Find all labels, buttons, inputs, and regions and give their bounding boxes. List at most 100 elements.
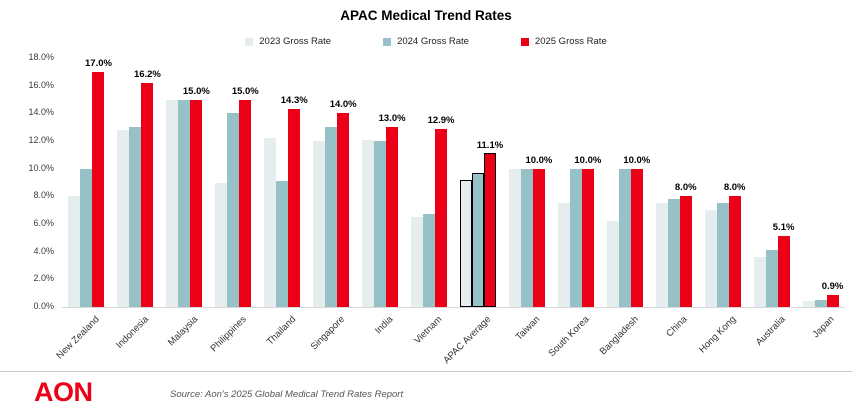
bar-2024-singapore [325, 127, 338, 307]
bar-2024-indonesia [129, 127, 142, 307]
bar-group-vietnam: 12.9% [405, 58, 455, 307]
bar-2025-malaysia: 15.0% [183, 86, 210, 307]
y-tick-label: 8.0% [33, 190, 54, 201]
x-label-bangladesh: Bangladesh [597, 314, 641, 358]
bar-2023-new-zealand [68, 196, 81, 307]
bar-group-australia: 5.1% [747, 58, 796, 307]
x-label-new-zealand: New Zealand [54, 314, 103, 362]
data-label-new-zealand: 17.0% [85, 57, 112, 69]
x-axis-labels: New Zealand Indonesia Malaysia Philippines T… [55, 308, 845, 370]
bar-2025-apac-average: 11.1% [477, 140, 503, 307]
aon-logo: AON [34, 377, 93, 407]
bar-2023-china [655, 203, 668, 307]
bar-2024-south-korea [569, 168, 582, 307]
x-label-india: India [373, 314, 396, 337]
data-label-bangladesh: 10.0% [623, 154, 651, 166]
bar-2023-south-korea [557, 203, 570, 307]
bar-group-indonesia: 16.2% [111, 58, 161, 307]
x-label-japan: Japan [810, 314, 837, 341]
y-tick-label: 6.0% [33, 218, 54, 228]
data-label-south-korea: 10.0% [574, 154, 602, 166]
x-label-australia: Australia [753, 314, 788, 348]
bar-2024-india [374, 141, 387, 307]
data-label-singapore: 14.0% [329, 99, 357, 111]
bar-2025-philippines: 15.0% [232, 86, 259, 307]
bar-2023-taiwan [508, 168, 521, 307]
data-label-apac-average: 11.1% [476, 140, 504, 152]
bar-2024-hong-kong [716, 203, 729, 307]
legend-swatch-icon [245, 37, 254, 46]
x-label-taiwan: Taiwan [513, 314, 543, 343]
bar-group-singapore: 14.0% [307, 58, 357, 307]
bar-group-new-zealand: 17.0% [62, 58, 112, 307]
data-label-thailand: 14.3% [280, 95, 308, 107]
bar-2025-new-zealand: 17.0% [85, 58, 112, 307]
x-label-thailand: Thailand [264, 314, 298, 348]
bar-2024-australia [765, 250, 778, 307]
data-label-china: 8.0% [674, 182, 697, 194]
bar-2023-thailand [264, 138, 277, 307]
data-label-vietnam: 12.9% [427, 114, 455, 126]
y-axis: 0.0% 2.0% 4.0% 6.0% 8.0% 10.0% 12.0% 14.0% 16.0%… [0, 53, 54, 311]
data-label-indonesia: 16.2% [133, 68, 161, 80]
x-label-singapore: Singapore [308, 314, 347, 353]
bar-2024-vietnam [423, 214, 436, 307]
bar-2025-singapore: 14.0% [330, 99, 357, 307]
y-tick-label: 2.0% [33, 273, 54, 284]
bar-group-south-korea: 10.0% [551, 58, 601, 307]
bar-2023-india [362, 139, 375, 307]
x-label-indonesia: Indonesia [114, 314, 152, 351]
data-label-taiwan: 10.0% [525, 154, 553, 166]
bar-group-apac-average: 11.1% [454, 58, 503, 307]
x-label-vietnam: Vietnam [412, 314, 445, 347]
bar-2024-thailand [276, 181, 289, 307]
bar-group-japan: 0.9% [796, 58, 845, 307]
source-text: Source: Aon's 2025 Global Medical Trend … [170, 389, 404, 400]
bar-2025-south-korea: 10.0% [574, 155, 601, 307]
bar-2023-indonesia [117, 129, 130, 307]
y-tick-label: 18.0% [28, 52, 54, 62]
bar-2025-hong-kong: 8.0% [724, 182, 745, 307]
bar-2024-apac-average [471, 172, 484, 307]
data-label-malaysia: 15.0% [182, 85, 210, 97]
legend-swatch-icon [520, 37, 529, 46]
bar-group-india: 13.0% [356, 58, 406, 307]
bar-group-bangladesh: 10.0% [600, 58, 651, 307]
bar-2025-thailand: 14.3% [281, 95, 308, 307]
bar-2024-china [667, 199, 680, 307]
bar-2023-apac-average [459, 179, 472, 307]
data-label-australia: 5.1% [772, 222, 795, 234]
bar-2023-malaysia [166, 99, 179, 307]
bar-2025-china: 8.0% [675, 182, 697, 307]
bar-2023-singapore [313, 141, 326, 307]
legend-swatch-icon [383, 37, 392, 46]
bar-2024-new-zealand [80, 168, 93, 307]
legend-label: 2024 Gross Rate [397, 36, 469, 47]
bar-2025-indonesia: 16.2% [134, 69, 161, 307]
data-label-philippines: 15.0% [231, 85, 259, 97]
bar-group-thailand: 14.3% [258, 58, 308, 307]
y-tick-label: 10.0% [28, 162, 54, 173]
x-label-hong-kong: Hong Kong [697, 314, 739, 356]
footer-divider [0, 371, 852, 372]
legend-label: 2025 Gross Rate [534, 36, 607, 47]
bar-group-taiwan: 10.0% [502, 58, 553, 307]
x-label-apac-average: APAC Average [441, 314, 494, 366]
bar-group-hong-kong: 8.0% [698, 58, 747, 307]
data-label-india: 13.0% [378, 113, 406, 125]
bar-2023-australia [753, 257, 766, 307]
chart-legend: 2023 Gross Rate 2024 Gross Rate 2025 Gross… [0, 36, 852, 47]
bar-2023-vietnam [411, 217, 424, 307]
bar-2025-australia: 5.1% [773, 222, 794, 307]
y-tick-label: 4.0% [33, 245, 54, 256]
bar-2024-japan [814, 300, 827, 307]
x-label-china: China [664, 314, 690, 340]
plot-area: 17.0% 16.2% 15.0% 15.0% 14.3% 14.0% 13.0% 12.9%… [62, 58, 845, 308]
bar-2024-bangladesh [618, 168, 631, 307]
legend-item-2024: 2024 Gross Rate [383, 36, 469, 47]
bar-2023-philippines [215, 182, 228, 307]
bar-2025-india: 13.0% [379, 113, 406, 307]
bar-group-malaysia: 15.0% [160, 58, 210, 307]
bar-2024-malaysia [178, 99, 191, 307]
